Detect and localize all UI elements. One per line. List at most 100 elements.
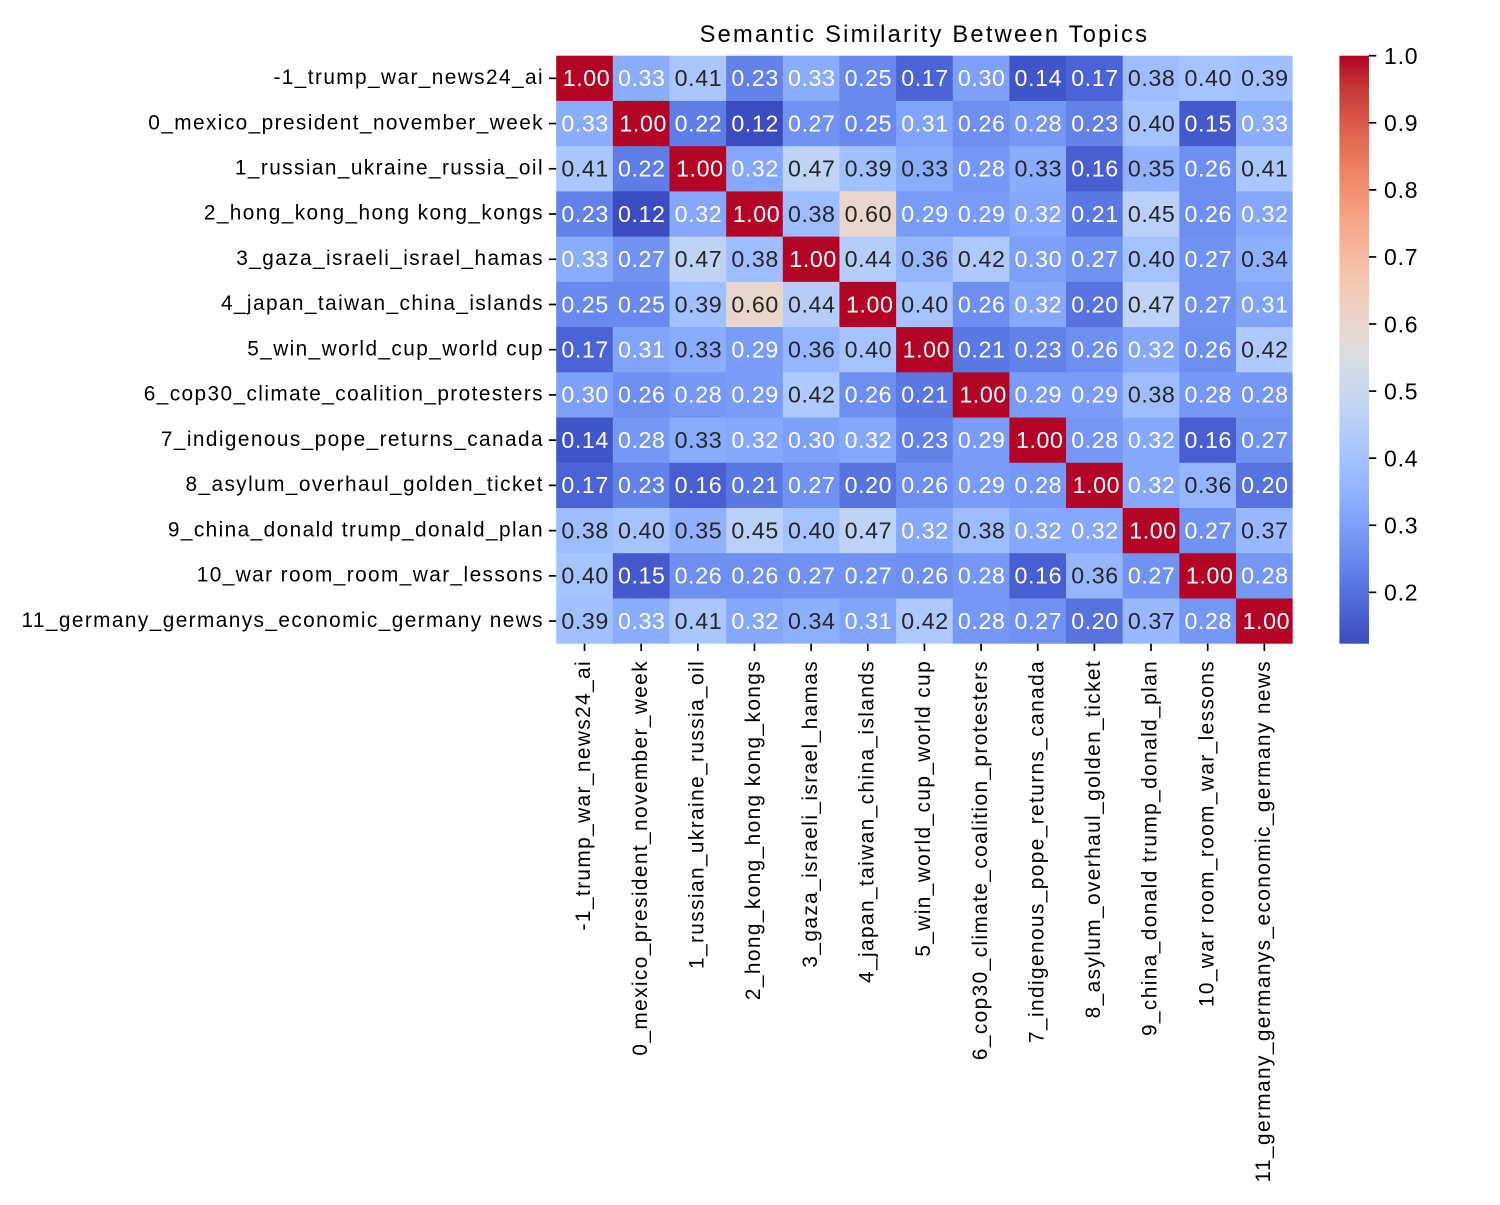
svg-text:0.27: 0.27 <box>618 246 666 272</box>
svg-text:0.20: 0.20 <box>845 472 893 498</box>
svg-text:0.17: 0.17 <box>1071 65 1119 91</box>
svg-text:1.00: 1.00 <box>1073 472 1121 498</box>
svg-text:0.29: 0.29 <box>731 337 779 363</box>
svg-text:0.38: 0.38 <box>788 201 836 227</box>
svg-text:4_japan_taiwan_china_islands: 4_japan_taiwan_china_islands <box>855 660 878 983</box>
svg-text:0.12: 0.12 <box>731 110 779 136</box>
svg-text:0.36: 0.36 <box>1185 472 1233 498</box>
svg-text:0.45: 0.45 <box>1128 201 1176 227</box>
svg-text:0.27: 0.27 <box>845 563 893 589</box>
svg-text:0.28: 0.28 <box>1015 110 1063 136</box>
svg-text:0.60: 0.60 <box>845 201 893 227</box>
svg-text:0.28: 0.28 <box>618 427 666 453</box>
svg-text:0.32: 0.32 <box>1015 291 1063 317</box>
svg-text:0.32: 0.32 <box>1128 337 1176 363</box>
svg-text:0.42: 0.42 <box>788 382 836 408</box>
svg-text:0.32: 0.32 <box>901 517 949 543</box>
svg-text:1.00: 1.00 <box>676 156 724 182</box>
svg-text:0.21: 0.21 <box>731 472 779 498</box>
svg-text:5_win_world_cup_world cup: 5_win_world_cup_world cup <box>247 337 544 360</box>
svg-text:10_war room_room_war_lessons: 10_war room_room_war_lessons <box>197 564 544 587</box>
svg-text:0.28: 0.28 <box>958 608 1006 634</box>
svg-text:0.28: 0.28 <box>1071 427 1119 453</box>
svg-text:0.33: 0.33 <box>788 65 836 91</box>
svg-text:0.8: 0.8 <box>1384 177 1418 203</box>
svg-text:1_russian_ukraine_russia_oil: 1_russian_ukraine_russia_oil <box>686 660 709 969</box>
svg-text:0.27: 0.27 <box>1071 246 1119 272</box>
svg-text:0.20: 0.20 <box>1241 472 1289 498</box>
svg-text:0.37: 0.37 <box>1128 608 1176 634</box>
svg-text:0.40: 0.40 <box>845 337 893 363</box>
svg-text:0.27: 0.27 <box>1241 427 1289 453</box>
svg-text:3_gaza_israeli_israel_hamas: 3_gaza_israeli_israel_hamas <box>799 660 822 968</box>
svg-text:1.00: 1.00 <box>733 201 781 227</box>
svg-text:0.30: 0.30 <box>1015 246 1063 272</box>
svg-text:0.34: 0.34 <box>788 608 836 634</box>
svg-text:0.33: 0.33 <box>675 427 723 453</box>
svg-text:0.29: 0.29 <box>731 382 779 408</box>
svg-text:0.31: 0.31 <box>845 608 893 634</box>
svg-text:0.29: 0.29 <box>958 472 1006 498</box>
svg-text:0.39: 0.39 <box>675 291 723 317</box>
svg-text:0.14: 0.14 <box>561 427 609 453</box>
svg-text:0.60: 0.60 <box>731 291 779 317</box>
svg-text:0.26: 0.26 <box>1071 337 1119 363</box>
svg-text:1.00: 1.00 <box>1016 427 1064 453</box>
svg-text:0.47: 0.47 <box>1128 291 1176 317</box>
svg-text:0.32: 0.32 <box>1128 427 1176 453</box>
svg-text:-1_trump_war_news24_ai: -1_trump_war_news24_ai <box>572 660 595 931</box>
svg-text:0.2: 0.2 <box>1384 580 1418 606</box>
svg-text:0.40: 0.40 <box>901 291 949 317</box>
svg-text:0.36: 0.36 <box>788 337 836 363</box>
svg-text:1.00: 1.00 <box>959 382 1007 408</box>
svg-text:0.14: 0.14 <box>1015 65 1063 91</box>
svg-text:3_gaza_israeli_israel_hamas: 3_gaza_israeli_israel_hamas <box>236 247 544 270</box>
svg-text:0.38: 0.38 <box>561 517 609 543</box>
svg-text:0.26: 0.26 <box>958 110 1006 136</box>
svg-text:0.40: 0.40 <box>561 563 609 589</box>
svg-text:8_asylum_overhaul_golden_ticke: 8_asylum_overhaul_golden_ticket <box>1082 660 1105 1019</box>
svg-text:-1_trump_war_news24_ai: -1_trump_war_news24_ai <box>273 66 544 89</box>
svg-text:0.27: 0.27 <box>788 472 836 498</box>
svg-text:0.42: 0.42 <box>901 608 949 634</box>
svg-text:0.20: 0.20 <box>1071 608 1119 634</box>
svg-text:1.00: 1.00 <box>903 337 951 363</box>
svg-text:0.16: 0.16 <box>1015 563 1063 589</box>
svg-text:0.27: 0.27 <box>1185 517 1233 543</box>
svg-text:0.33: 0.33 <box>618 608 666 634</box>
svg-text:0.32: 0.32 <box>845 427 893 453</box>
svg-text:0.28: 0.28 <box>1015 472 1063 498</box>
svg-text:0.26: 0.26 <box>1185 156 1233 182</box>
svg-text:0.38: 0.38 <box>1128 65 1176 91</box>
svg-text:0.23: 0.23 <box>731 65 779 91</box>
svg-text:0.41: 0.41 <box>675 65 723 91</box>
svg-text:0.44: 0.44 <box>845 246 893 272</box>
svg-text:0.28: 0.28 <box>958 563 1006 589</box>
svg-text:0.33: 0.33 <box>561 246 609 272</box>
svg-text:0.32: 0.32 <box>1015 201 1063 227</box>
svg-text:0.33: 0.33 <box>618 65 666 91</box>
svg-text:0.33: 0.33 <box>1015 156 1063 182</box>
svg-text:0.33: 0.33 <box>1241 110 1289 136</box>
svg-text:8_asylum_overhaul_golden_ticke: 8_asylum_overhaul_golden_ticket <box>186 473 545 496</box>
svg-text:4_japan_taiwan_china_islands: 4_japan_taiwan_china_islands <box>221 292 544 315</box>
svg-text:1.00: 1.00 <box>1243 608 1291 634</box>
svg-text:1.0: 1.0 <box>1384 43 1418 69</box>
svg-text:0.39: 0.39 <box>561 608 609 634</box>
svg-text:0.38: 0.38 <box>958 517 1006 543</box>
svg-text:0.26: 0.26 <box>731 563 779 589</box>
svg-text:2_hong_kong_hong kong_kongs: 2_hong_kong_hong kong_kongs <box>742 660 765 1000</box>
svg-text:0.26: 0.26 <box>901 472 949 498</box>
svg-text:1.00: 1.00 <box>563 65 611 91</box>
svg-text:0.38: 0.38 <box>731 246 779 272</box>
svg-text:0.29: 0.29 <box>1015 382 1063 408</box>
svg-text:0.27: 0.27 <box>1015 608 1063 634</box>
svg-text:0.26: 0.26 <box>958 291 1006 317</box>
svg-text:0.25: 0.25 <box>845 65 893 91</box>
svg-text:0.33: 0.33 <box>901 156 949 182</box>
svg-text:9_china_donald trump_donald_pl: 9_china_donald trump_donald_plan <box>168 518 544 541</box>
svg-text:0.22: 0.22 <box>675 110 723 136</box>
svg-text:0.44: 0.44 <box>788 291 836 317</box>
svg-text:0.4: 0.4 <box>1384 445 1418 471</box>
svg-text:0.27: 0.27 <box>1185 246 1233 272</box>
